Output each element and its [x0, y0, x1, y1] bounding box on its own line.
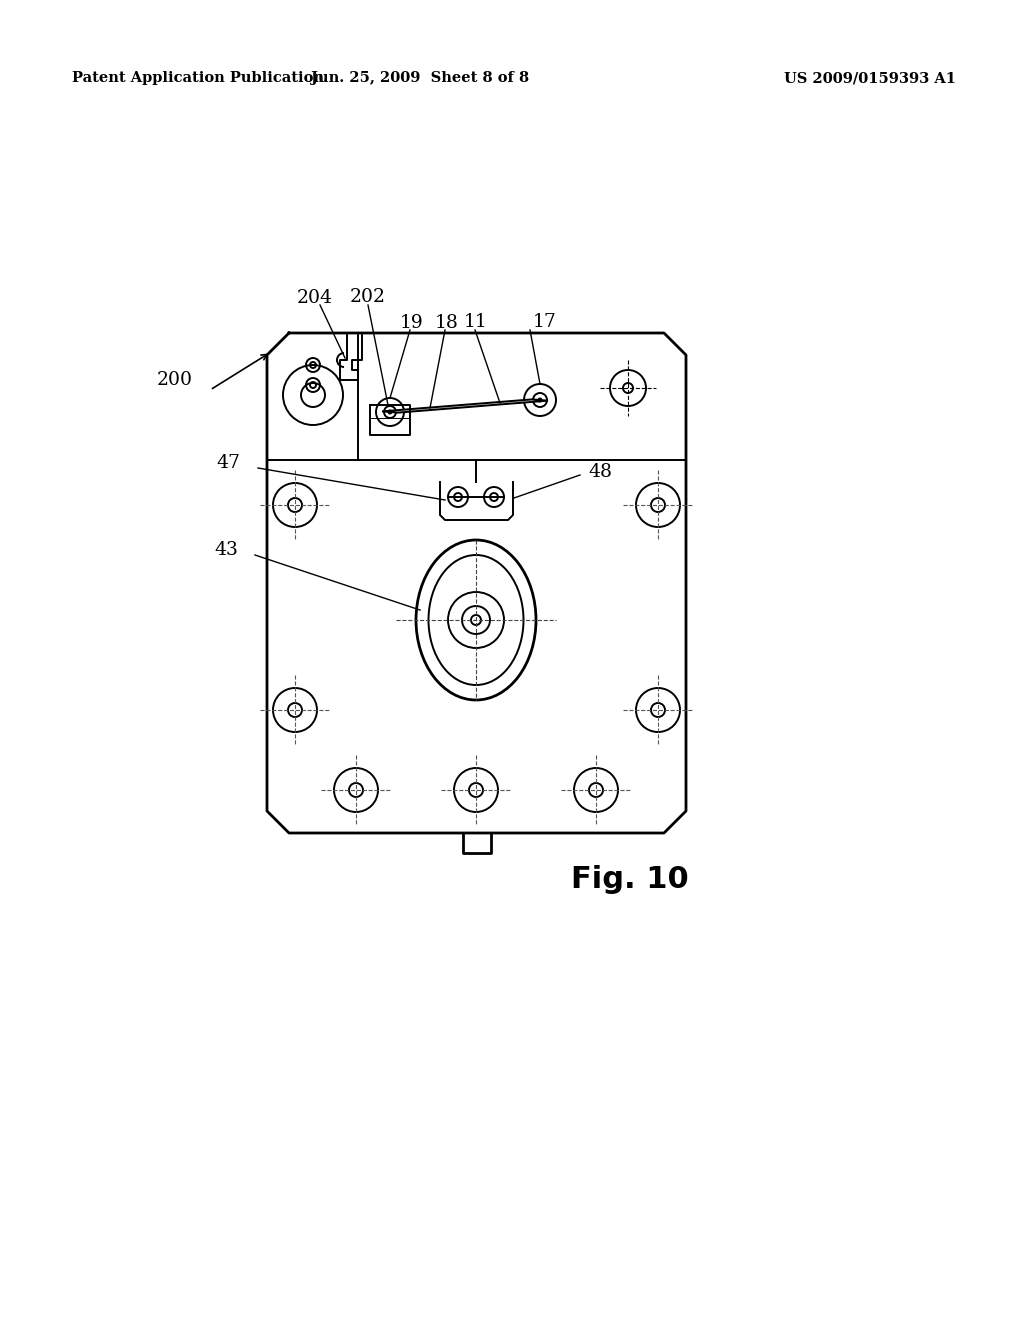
- Circle shape: [538, 397, 543, 403]
- Text: 202: 202: [350, 288, 386, 306]
- Text: 204: 204: [297, 289, 333, 308]
- Text: Jun. 25, 2009  Sheet 8 of 8: Jun. 25, 2009 Sheet 8 of 8: [311, 71, 529, 84]
- Text: 43: 43: [214, 541, 238, 558]
- Text: 48: 48: [588, 463, 612, 480]
- Text: 18: 18: [435, 314, 459, 333]
- Text: 17: 17: [534, 313, 557, 331]
- Text: Patent Application Publication: Patent Application Publication: [72, 71, 324, 84]
- Text: 19: 19: [400, 314, 424, 333]
- Text: 11: 11: [464, 313, 487, 331]
- Text: US 2009/0159393 A1: US 2009/0159393 A1: [784, 71, 956, 84]
- Circle shape: [387, 409, 392, 414]
- Text: 200: 200: [157, 371, 193, 389]
- Text: Fig. 10: Fig. 10: [571, 866, 689, 895]
- Text: 47: 47: [216, 454, 240, 473]
- Polygon shape: [382, 400, 548, 413]
